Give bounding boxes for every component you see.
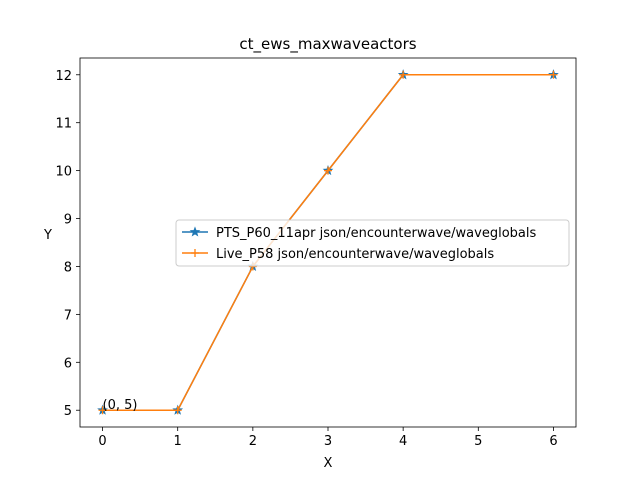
point-annotation: (0, 5) (103, 398, 138, 413)
chart-title: ct_ews_maxwaveactors (239, 35, 416, 54)
x-tick-label: 0 (98, 434, 106, 449)
data-point-2 (98, 406, 107, 415)
y-axis-label: Y (43, 228, 52, 243)
x-tick-label: 2 (249, 434, 257, 449)
y-tick-label: 12 (55, 69, 72, 84)
data-point-2 (173, 406, 182, 415)
legend-marker-2 (191, 249, 199, 257)
x-axis-label: X (324, 456, 333, 471)
y-tick-label: 9 (64, 213, 72, 228)
y-tick-label: 10 (55, 165, 72, 180)
x-tick-label: 6 (549, 434, 557, 449)
series-line-2 (102, 74, 554, 411)
x-tick-label: 4 (399, 434, 407, 449)
y-tick-label: 5 (64, 404, 72, 419)
y-tick-label: 11 (55, 117, 72, 132)
legend-label-2: Live_P58 json/encounterwave/waveglobals (216, 247, 494, 262)
legend-marker-1 (189, 226, 201, 237)
x-tick-label: 3 (324, 434, 332, 449)
x-tick-label: 1 (174, 434, 182, 449)
x-tick-label: 5 (474, 434, 482, 449)
legend: PTS_P60_11apr json/encounterwave/waveglo… (175, 219, 570, 267)
y-tick-label: 8 (64, 260, 72, 275)
data-point-2 (324, 166, 332, 175)
legend-label-1: PTS_P60_11apr json/encounterwave/waveglo… (216, 226, 536, 241)
y-tick-label: 7 (64, 308, 72, 323)
legend-box (175, 219, 570, 267)
y-tick-label: 6 (64, 356, 72, 371)
axes-frame (79, 57, 577, 428)
data-point-2 (549, 70, 558, 79)
data-point-2 (399, 70, 408, 79)
